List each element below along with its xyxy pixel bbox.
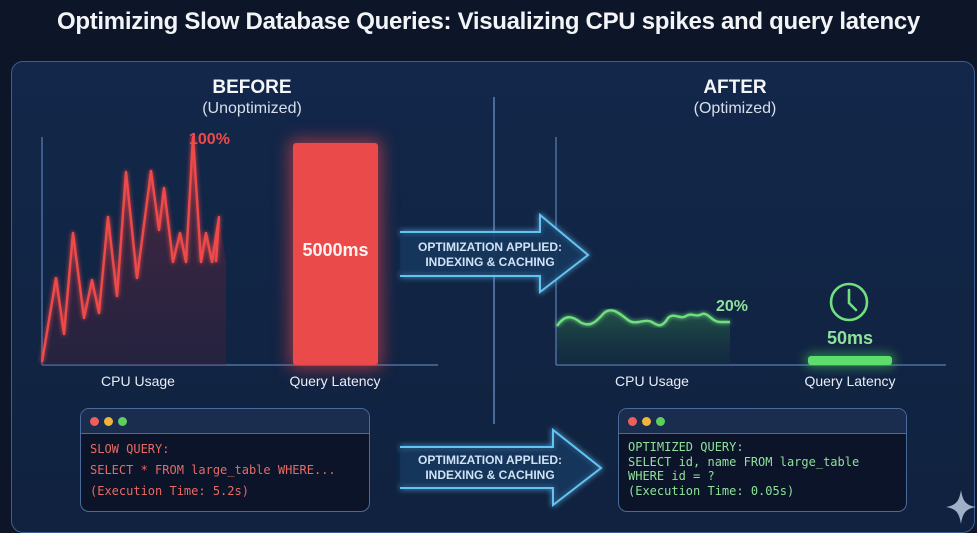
close-dot [90,416,99,426]
minimize-dot [642,416,651,426]
slow-query-terminal: SLOW QUERY: SELECT * FROM large_table WH… [80,408,370,512]
after-cpu-area [557,310,730,365]
arrow-right-icon [400,427,603,508]
arrow-bottom-text: OPTIMIZATION APPLIED: INDEXING & CACHING [390,453,590,483]
arrow-bottom-line1: OPTIMIZATION APPLIED: [418,453,562,467]
before-latency-label: Query Latency [289,373,381,389]
after-subtitle: (Optimized) [693,100,777,117]
maximize-dot [118,416,127,426]
minimize-dot [104,416,113,426]
slow-query-line-3: (Execution Time: 5.2s) [90,484,249,498]
window-dots-icon [81,409,369,434]
close-dot [628,416,637,426]
arrow-top-text: OPTIMIZATION APPLIED: INDEXING & CACHING [390,240,590,270]
before-cpu-label: CPU Usage [101,373,175,389]
after-cpu-line [556,309,730,327]
before-cpu-peak-label: 100% [189,131,230,148]
maximize-dot [656,416,665,426]
after-title: AFTER [703,77,767,98]
after-cpu-label: CPU Usage [615,373,689,389]
optimized-query-terminal: OPTIMIZED QUERY: SELECT id, name FROM la… [618,408,907,512]
before-subtitle: (Unoptimized) [202,100,302,117]
before-cpu-line [40,135,221,363]
optimized-query-line-3: WHERE id = ? [628,469,715,483]
slow-query-line-2: SELECT * FROM large_table WHERE... [90,463,336,477]
arrow-top-line2: INDEXING & CACHING [425,255,555,269]
optimized-query-line-4: (Execution Time: 0.05s) [628,483,795,498]
after-cpu-peak-label: 20% [716,298,749,315]
after-latency-bar [808,356,892,365]
optimized-query-line-2: SELECT id, name FROM large_table [628,454,860,469]
arrow-top-line1: OPTIMIZATION APPLIED: [418,240,562,254]
page-title: Optimizing Slow Database Queries: Visual… [57,8,920,35]
before-title: BEFORE [212,77,292,98]
before-heading: BEFORE (Unoptimized) [152,77,352,118]
optimized-query-line-1: OPTIMIZED QUERY: [628,440,744,454]
after-latency-value: 50ms [826,328,874,348]
clock-icon [829,282,869,322]
before-latency-bar: 5000ms [293,143,378,365]
after-latency-label: Query Latency [804,373,896,389]
slow-query-line-1: SLOW QUERY: [90,442,170,456]
arrow-right-icon [400,212,590,295]
sparkle-icon [946,490,976,524]
window-dots-icon [619,409,906,434]
arrow-bottom-line2: INDEXING & CACHING [425,468,555,482]
before-latency-value: 5000ms [302,240,369,260]
after-heading: AFTER (Optimized) [635,77,835,118]
